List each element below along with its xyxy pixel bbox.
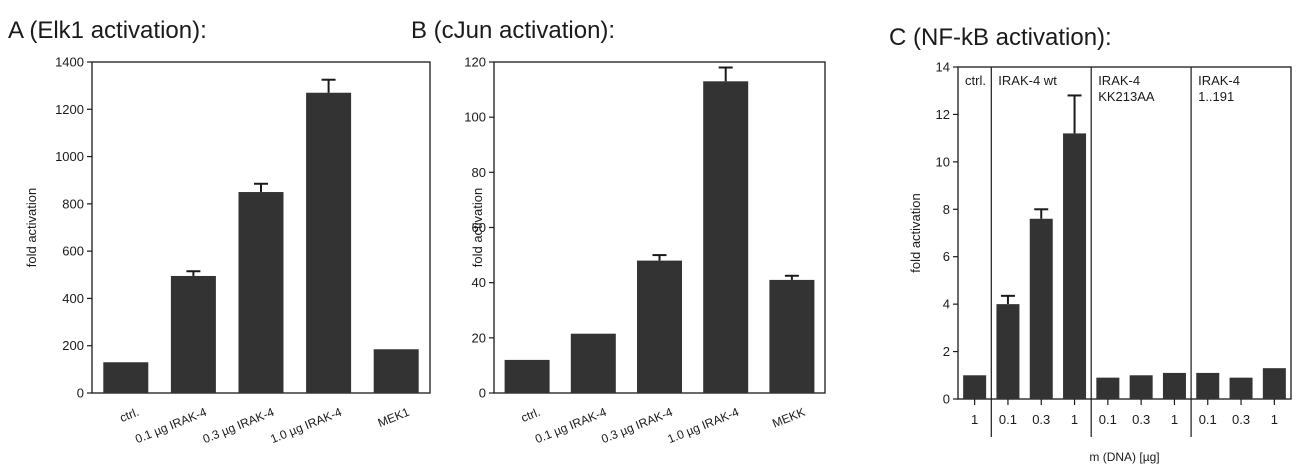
- y-tick-label: 10: [936, 154, 950, 169]
- bar: [238, 192, 284, 393]
- group-label: KK213AA: [1098, 89, 1155, 104]
- bar: [1196, 372, 1220, 399]
- y-tick-label: 12: [936, 107, 950, 122]
- y-tick-label: 20: [472, 330, 486, 345]
- x-tick-label: 1: [1071, 412, 1078, 427]
- x-tick-label: 0.3: [1032, 412, 1050, 427]
- x-tick-label: 1.0 µg IRAK-4: [665, 405, 741, 446]
- x-tick-label: MEK1: [376, 405, 412, 430]
- x-tick-label: 0.3: [1232, 412, 1250, 427]
- bar: [996, 304, 1020, 399]
- y-axis-label: fold activation: [24, 188, 39, 268]
- x-tick-label: 0.3 µg IRAK-4: [201, 405, 277, 446]
- bar: [103, 362, 149, 393]
- bar: [373, 349, 419, 393]
- bar: [1229, 377, 1253, 399]
- bar: [1096, 377, 1120, 399]
- chart-title: B (cJun activation):: [411, 17, 615, 44]
- y-axis-label: fold activation: [470, 188, 485, 268]
- bar: [1129, 375, 1153, 399]
- group-label: ctrl.: [965, 73, 986, 88]
- x-tick-label: 1: [1171, 412, 1178, 427]
- group-label: IRAK-4: [1098, 73, 1140, 88]
- x-tick-label: 0.1: [1099, 412, 1117, 427]
- x-axis-label: m (DNA) [µg]: [1089, 450, 1159, 464]
- bar: [504, 359, 550, 393]
- x-tick-label: 0.1 µg IRAK-4: [533, 405, 609, 446]
- y-tick-label: 400: [62, 291, 84, 306]
- y-tick-label: 4: [943, 297, 950, 312]
- y-tick-label: 0: [943, 392, 950, 407]
- chart-b: B (cJun activation): 0 20 40 60 80 100 120 fold …: [411, 17, 826, 446]
- y-tick-label: 600: [62, 244, 84, 259]
- x-tick-label: 1: [971, 412, 978, 427]
- x-tick-label: 0.3 µg IRAK-4: [599, 405, 675, 446]
- y-tick-label: 80: [472, 165, 486, 180]
- y-tick-label: 1200: [55, 102, 84, 117]
- y-tick-label: 1000: [55, 149, 84, 164]
- x-tick-label: 1.0 µg IRAK-4: [268, 405, 344, 446]
- y-tick-label: 100: [464, 110, 486, 125]
- y-tick-label: 40: [472, 275, 486, 290]
- chart-c: C (NF-kB activation): 0 2 4 6 8 10 12 14 fold act…: [889, 24, 1292, 464]
- y-tick-label: 800: [62, 196, 84, 211]
- y-tick-label: 6: [943, 249, 950, 264]
- x-tick-label: ctrl.: [519, 405, 542, 425]
- bar: [170, 275, 216, 393]
- y-tick-label: 120: [464, 55, 486, 70]
- bar: [570, 333, 616, 393]
- plot-frame: [957, 66, 1292, 400]
- bar: [637, 260, 682, 393]
- bar: [769, 279, 815, 393]
- x-tick-label: 0.1: [999, 412, 1017, 427]
- chart-a: A (Elk1 activation): 0 200 400 600 800 1000 120…: [8, 17, 431, 446]
- y-tick-label: 60: [472, 220, 486, 235]
- bar: [306, 92, 352, 393]
- bar: [703, 81, 749, 393]
- group-label: IRAK-4: [1198, 73, 1240, 88]
- group-label: 1..191: [1198, 89, 1234, 104]
- bar: [963, 375, 987, 399]
- chart-title: A (Elk1 activation):: [8, 17, 207, 44]
- bar: [1029, 218, 1053, 399]
- x-tick-label: 0.3: [1132, 412, 1150, 427]
- y-tick-label: 2: [943, 344, 950, 359]
- x-tick-label: ctrl.: [118, 405, 141, 425]
- x-tick-label: 0.1 µg IRAK-4: [133, 405, 209, 446]
- x-tick-label: MEKK: [770, 405, 807, 431]
- chart-title: C (NF-kB activation):: [889, 24, 1112, 51]
- y-tick-label: 8: [943, 202, 950, 217]
- y-tick-label: 14: [936, 60, 950, 75]
- y-tick-label: 0: [479, 386, 486, 401]
- y-tick-label: 200: [62, 338, 84, 353]
- x-tick-label: 1: [1271, 412, 1278, 427]
- group-label: IRAK-4 wt: [998, 73, 1057, 88]
- y-tick-label: 0: [77, 386, 84, 401]
- bar: [1162, 372, 1186, 399]
- bar: [1262, 368, 1286, 399]
- y-tick-label: 1400: [55, 55, 84, 70]
- y-axis-label: fold activation: [908, 193, 923, 273]
- bar: [1063, 133, 1087, 399]
- x-tick-label: 0.1: [1199, 412, 1217, 427]
